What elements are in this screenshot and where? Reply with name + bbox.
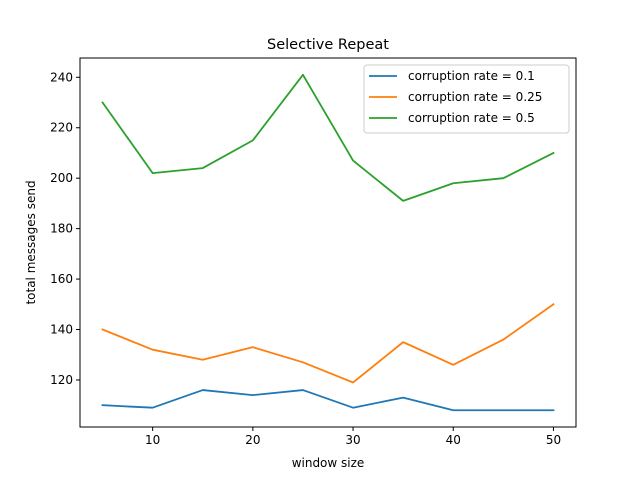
x-tick-label: 10 [145,433,160,447]
legend-box [363,64,570,134]
x-tick-label: 30 [345,433,360,447]
series-line-1 [101,389,555,412]
y-tick-label: 200 [50,171,73,185]
y-tick-label: 220 [50,121,73,135]
x-tick-label: 40 [446,433,461,447]
chart-title: Selective Repeat [267,37,389,53]
series-line-3 [101,73,555,202]
legend-label-2: corruption rate = 0.25 [408,90,542,104]
x-tick-label: 50 [546,433,561,447]
y-axis-ticks: 120 140 160 180 200 220 240 [50,70,80,387]
series-layer [101,73,555,412]
y-tick-label: 120 [50,373,73,387]
y-tick-label: 140 [50,323,73,337]
x-axis-label: window size [292,456,365,470]
legend-label-1: corruption rate = 0.1 [408,69,535,83]
y-tick-label: 160 [50,272,73,286]
legend: corruption rate = 0.1 corruption rate = 0… [363,64,570,134]
legend-label-3: corruption rate = 0.5 [408,111,535,125]
y-axis-label: total messages send [24,180,38,304]
y-tick-label: 180 [50,222,73,236]
series-line-2 [101,303,555,384]
plot-area-frame [79,57,577,428]
x-axis-ticks: 10 20 30 40 50 [145,427,561,447]
y-tick-label: 240 [50,70,73,84]
x-tick-label: 20 [245,433,260,447]
